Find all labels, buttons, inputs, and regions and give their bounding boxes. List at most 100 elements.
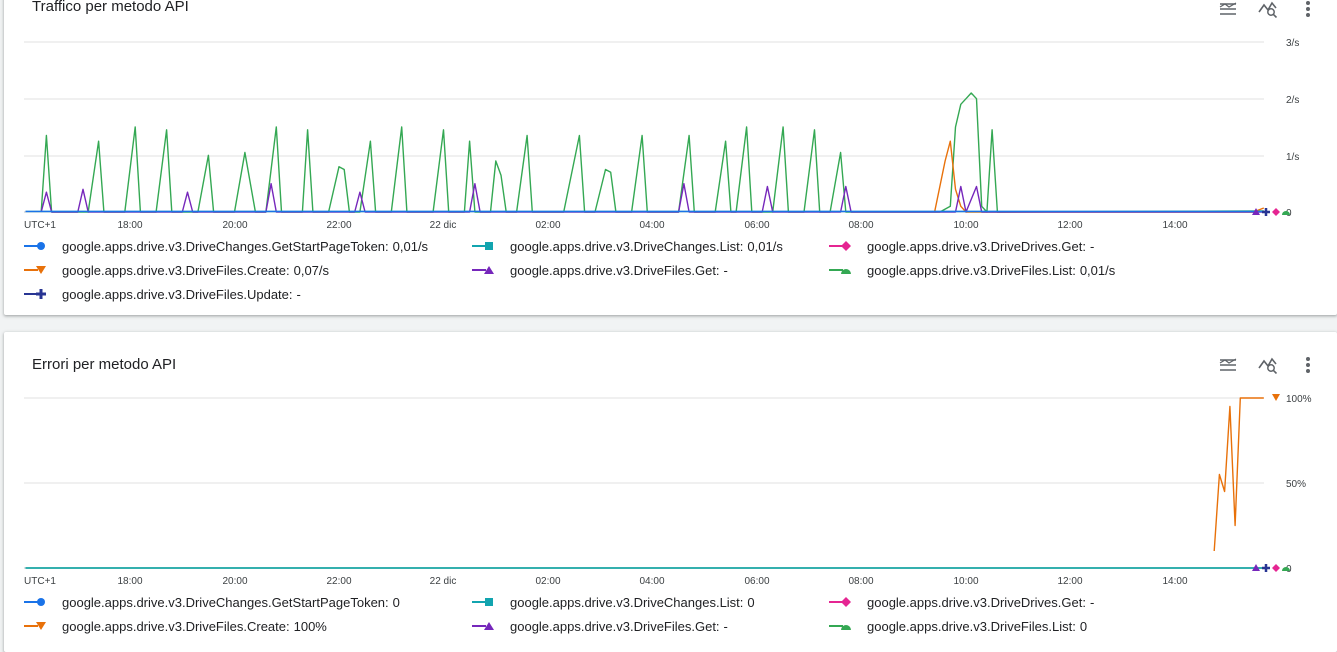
legend-square-marker-icon [472, 242, 493, 250]
x-tick-label: 12:00 [1057, 220, 1082, 231]
x-tick-label: UTC+1 [24, 220, 56, 231]
errors-card: Errori per metodo API 100% 50% 0 UTC+1 18:00… [4, 332, 1337, 652]
legend-series-value: 0,07/s [293, 262, 330, 278]
traffic-toolbar [1217, 0, 1319, 20]
legend-item[interactable]: google.apps.drive.v3.DriveChanges.GetSta… [24, 594, 472, 610]
explore-chart-icon[interactable] [1257, 354, 1279, 376]
series-end-marker [1262, 564, 1270, 572]
x-tick-label: 04:00 [639, 220, 664, 231]
traffic-legend: google.apps.drive.v3.DriveChanges.GetSta… [24, 238, 1317, 302]
x-tick-label: 22 dic [430, 220, 457, 231]
legend-series-name: google.apps.drive.v3.DriveChanges.GetSta… [62, 594, 389, 610]
x-tick-label: 14:00 [1162, 220, 1187, 231]
y-tick-label: 3/s [1286, 38, 1299, 49]
traffic-chart-title: Traffico per metodo API [32, 0, 189, 15]
x-tick-label: 06:00 [744, 220, 769, 231]
x-tick-label: 22 dic [430, 576, 457, 587]
series-end-marker [1272, 208, 1280, 216]
legend-circle-marker-icon [24, 598, 45, 606]
legend-diamond-marker-icon [829, 241, 851, 251]
x-tick-label: 08:00 [848, 576, 873, 587]
errors-toolbar [1217, 354, 1319, 376]
x-tick-label: 22:00 [326, 220, 351, 231]
x-tick-label: 02:00 [535, 576, 560, 587]
y-tick-label: 50% [1286, 479, 1306, 490]
legend-series-name: google.apps.drive.v3.DriveFiles.List: [867, 262, 1076, 278]
x-tick-label: 18:00 [117, 220, 142, 231]
legend-series-value: - [296, 286, 301, 302]
explore-chart-icon[interactable] [1257, 0, 1279, 20]
series-end-marker [1262, 208, 1270, 216]
x-tick-label: 20:00 [222, 220, 247, 231]
series-line [1213, 397, 1264, 552]
legend-toggle-icon[interactable] [1217, 0, 1239, 20]
x-tick-label: 12:00 [1057, 576, 1082, 587]
legend-item[interactable]: google.apps.drive.v3.DriveDrives.Get: - [829, 238, 1309, 254]
y-tick-label: 2/s [1286, 95, 1299, 106]
legend-item[interactable]: google.apps.drive.v3.DriveFiles.List: 0,0… [829, 262, 1309, 278]
legend-toggle-icon[interactable] [1217, 354, 1239, 376]
legend-item[interactable]: google.apps.drive.v3.DriveChanges.GetSta… [24, 238, 472, 254]
x-tick-label: 20:00 [222, 576, 247, 587]
legend-item[interactable]: google.apps.drive.v3.DriveFiles.List: 0 [829, 618, 1309, 634]
x-tick-label: 04:00 [639, 576, 664, 587]
more-options-icon[interactable] [1297, 0, 1319, 20]
legend-series-name: google.apps.drive.v3.DriveFiles.Create: [62, 618, 290, 634]
legend-diamond-marker-icon [829, 597, 851, 607]
legend-series-value: - [723, 618, 728, 634]
series-end-marker [1252, 564, 1260, 571]
legend-series-value: 0,01/s [392, 238, 429, 254]
x-tick-label: 02:00 [535, 220, 560, 231]
legend-series-value: - [723, 262, 728, 278]
x-tick-label: 22:00 [326, 576, 351, 587]
traffic-card: Traffico per metodo API 3/s2/s1/s0UTC+11… [4, 0, 1337, 315]
more-options-icon[interactable] [1297, 354, 1319, 376]
legend-circle-marker-icon [24, 242, 45, 250]
series-end-marker [1282, 567, 1290, 571]
legend-series-name: google.apps.drive.v3.DriveFiles.Get: [510, 262, 720, 278]
legend-series-value: 0,01/s [747, 238, 783, 254]
legend-half-circle-marker-icon [829, 269, 851, 274]
legend-triangle-down-marker-icon [24, 622, 46, 630]
legend-series-value: 0 [1079, 618, 1088, 634]
errors-chart-title: Errori per metodo API [32, 356, 177, 373]
legend-triangle-down-marker-icon [24, 266, 46, 274]
x-tick-label: UTC+1 [24, 576, 56, 587]
legend-item[interactable]: google.apps.drive.v3.DriveFiles.Get: - [472, 618, 829, 634]
legend-series-name: google.apps.drive.v3.DriveFiles.Get: [510, 618, 720, 634]
x-tick-label: 10:00 [953, 220, 978, 231]
legend-series-value: - [1089, 238, 1095, 254]
legend-series-name: google.apps.drive.v3.DriveFiles.Update: [62, 286, 293, 302]
errors-legend: google.apps.drive.v3.DriveChanges.GetSta… [24, 594, 1317, 634]
legend-item[interactable]: google.apps.drive.v3.DriveFiles.Create: 1… [24, 618, 472, 634]
y-tick-label: 100% [1286, 394, 1312, 405]
legend-series-name: google.apps.drive.v3.DriveChanges.GetSta… [62, 238, 389, 254]
legend-item[interactable]: google.apps.drive.v3.DriveChanges.List: 0 [472, 594, 829, 610]
legend-series-name: google.apps.drive.v3.DriveFiles.List: [867, 618, 1076, 634]
legend-item[interactable]: google.apps.drive.v3.DriveDrives.Get: - [829, 594, 1309, 610]
series-end-marker [1272, 394, 1280, 401]
series-line [40, 183, 1264, 213]
series-end-marker [1252, 208, 1260, 215]
legend-item[interactable]: google.apps.drive.v3.DriveFiles.Get: - [472, 262, 829, 278]
x-tick-label: 06:00 [744, 576, 769, 587]
x-tick-label: 14:00 [1162, 576, 1187, 587]
legend-series-value: 0 [392, 594, 400, 610]
legend-plus-marker-icon [24, 289, 46, 299]
legend-item[interactable]: google.apps.drive.v3.DriveChanges.List: 0… [472, 238, 829, 254]
legend-series-value: 0 [747, 594, 755, 610]
x-tick-label: 08:00 [848, 220, 873, 231]
legend-series-name: google.apps.drive.v3.DriveChanges.List: [510, 238, 744, 254]
legend-series-name: google.apps.drive.v3.DriveFiles.Create: [62, 262, 290, 278]
series-line [933, 140, 1265, 213]
legend-triangle-up-marker-icon [472, 266, 494, 274]
legend-series-value: - [1089, 594, 1095, 610]
series-line [40, 92, 1264, 213]
legend-series-value: 100% [293, 618, 327, 634]
x-tick-label: 18:00 [117, 576, 142, 587]
legend-item[interactable]: google.apps.drive.v3.DriveFiles.Create: 0… [24, 262, 472, 278]
errors-line-chart[interactable]: 100% 50% 0 UTC+1 18:00 20:00 22:00 22 dic 02:00 0… [4, 386, 1337, 646]
legend-square-marker-icon [472, 598, 493, 606]
legend-item[interactable]: google.apps.drive.v3.DriveFiles.Update: - [24, 286, 472, 302]
